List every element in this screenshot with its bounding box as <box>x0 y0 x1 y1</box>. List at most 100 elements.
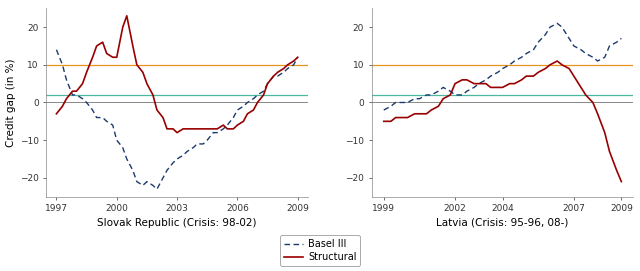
Structural <box>179 127 187 131</box>
Structural <box>428 108 435 112</box>
Basel III <box>280 71 287 74</box>
Structural <box>530 75 538 78</box>
Structural <box>220 124 227 127</box>
Basel III <box>189 146 197 149</box>
Basel III <box>605 44 613 48</box>
Structural <box>163 127 171 131</box>
Basel III <box>411 97 419 100</box>
Structural <box>463 78 471 82</box>
Structural <box>213 127 221 131</box>
Basel III <box>422 93 430 96</box>
Basel III <box>612 41 620 44</box>
Basel III <box>109 124 116 127</box>
Basel III <box>570 44 578 48</box>
Structural <box>290 59 298 63</box>
Basel III <box>387 105 395 108</box>
Basel III <box>392 101 399 104</box>
Structural <box>294 56 301 59</box>
Basel III <box>139 184 147 187</box>
Structural <box>169 127 177 131</box>
Basel III <box>522 52 530 55</box>
Structural <box>139 71 147 74</box>
Basel III <box>253 93 261 96</box>
Structural <box>59 105 67 108</box>
X-axis label: Slovak Republic (Crisis: 98-02): Slovak Republic (Crisis: 98-02) <box>97 218 257 227</box>
Structural <box>189 127 197 131</box>
Basel III <box>133 180 141 183</box>
Structural <box>113 56 120 59</box>
Basel III <box>250 97 257 100</box>
Structural <box>487 86 495 89</box>
Basel III <box>103 120 111 123</box>
Line: Structural: Structural <box>384 61 621 182</box>
Line: Basel III: Basel III <box>384 23 621 110</box>
Legend: Basel III, Structural: Basel III, Structural <box>280 235 360 266</box>
X-axis label: Latvia (Crisis: 95-96, 08-): Latvia (Crisis: 95-96, 08-) <box>436 218 569 227</box>
Basel III <box>239 105 247 108</box>
Basel III <box>269 75 277 78</box>
Basel III <box>260 89 268 93</box>
Basel III <box>99 116 106 119</box>
Basel III <box>415 97 423 100</box>
Structural <box>506 82 513 85</box>
Structural <box>159 116 167 119</box>
Basel III <box>530 48 538 51</box>
Structural <box>565 67 573 70</box>
Structural <box>234 124 241 127</box>
Structural <box>133 63 141 66</box>
Structural <box>284 63 291 66</box>
Structural <box>422 112 430 115</box>
Structural <box>63 97 70 100</box>
Basel III <box>582 52 589 55</box>
Basel III <box>534 41 542 44</box>
Basel III <box>159 176 167 179</box>
Structural <box>499 86 506 89</box>
Basel III <box>435 89 442 93</box>
Basel III <box>594 59 602 63</box>
Structural <box>153 108 161 112</box>
Structural <box>52 112 60 115</box>
Basel III <box>290 63 298 66</box>
Structural <box>199 127 207 131</box>
Structural <box>554 59 561 63</box>
Structural <box>589 101 596 104</box>
Structural <box>475 82 483 85</box>
Basel III <box>439 86 447 89</box>
Structural <box>577 86 585 89</box>
Structural <box>183 127 191 131</box>
Structural <box>250 108 257 112</box>
Structural <box>470 82 478 85</box>
Structural <box>451 82 459 85</box>
Basel III <box>89 108 97 112</box>
Basel III <box>173 157 181 161</box>
Structural <box>558 63 566 66</box>
Structural <box>439 97 447 100</box>
Basel III <box>223 124 231 127</box>
Basel III <box>558 25 566 29</box>
Structural <box>435 105 442 108</box>
Structural <box>260 93 268 96</box>
Structural <box>534 71 542 74</box>
Structural <box>109 56 116 59</box>
Basel III <box>73 93 81 96</box>
Basel III <box>487 75 495 78</box>
Structural <box>494 86 502 89</box>
Basel III <box>52 48 60 51</box>
Structural <box>387 120 395 123</box>
Basel III <box>199 142 207 146</box>
Basel III <box>234 108 241 112</box>
Structural <box>68 89 76 93</box>
Structural <box>73 89 81 93</box>
Basel III <box>193 142 201 146</box>
Basel III <box>149 184 157 187</box>
Structural <box>415 112 423 115</box>
Basel III <box>404 101 412 104</box>
Basel III <box>123 157 131 161</box>
Structural <box>547 63 554 66</box>
Basel III <box>451 93 459 96</box>
Structural <box>99 41 106 44</box>
Basel III <box>428 93 435 96</box>
Basel III <box>244 101 252 104</box>
Basel III <box>284 67 291 70</box>
Basel III <box>204 138 211 142</box>
